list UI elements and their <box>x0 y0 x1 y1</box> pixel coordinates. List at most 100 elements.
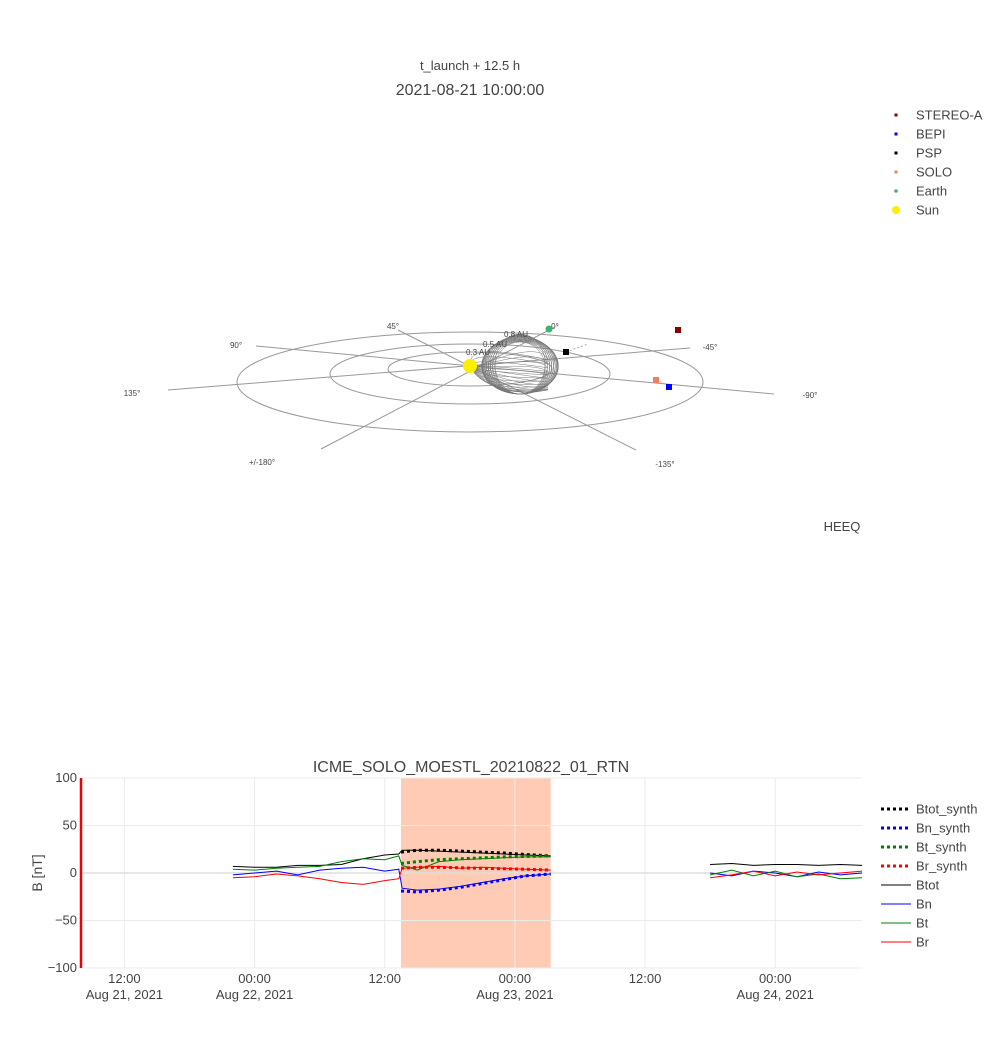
cme-mesh-line <box>471 367 549 376</box>
ring-0.3-au <box>387 351 553 387</box>
cme-mesh-line <box>494 341 546 395</box>
top-legend-label: PSP <box>916 146 942 161</box>
orbit-rings <box>236 331 704 433</box>
top-legend-item[interactable]: SOLO <box>894 165 953 180</box>
chart-legend-label: Bt <box>916 916 929 931</box>
cme-mesh-line <box>492 341 548 395</box>
cme-mesh-line <box>471 356 549 369</box>
x-tick-label: 12:00 <box>368 971 401 986</box>
angle-label-neg90: -90° <box>803 391 818 400</box>
x-tick-date-label: Aug 21, 2021 <box>86 987 163 1002</box>
legend-circle-icon <box>892 206 900 214</box>
chart-legend-item[interactable]: Btot_synth <box>881 802 977 817</box>
legend-square-icon <box>894 113 898 117</box>
cme-mesh-line <box>471 361 549 369</box>
top-title: 2021-08-21 10:00:00 <box>396 82 545 99</box>
y-tick-label: −50 <box>55 913 77 928</box>
chart-legend-item[interactable]: Br_synth <box>881 859 967 874</box>
grid-lines <box>81 777 862 969</box>
y-tick-label: 100 <box>55 770 77 785</box>
x-tick-date-label: Aug 22, 2021 <box>216 987 293 1002</box>
magnetic-field-panel: ICME_SOLO_MOESTL_20210822_01_RTN 100 50 0 −… <box>29 759 977 1002</box>
heeq-3d-panel: t_launch + 12.5 h 2021-08-21 10:00:00 45… <box>124 58 983 534</box>
chart-legend-item[interactable]: Bt_synth <box>881 840 967 855</box>
au-label-0.5: 0.5 AU <box>483 340 507 349</box>
chart-legend-label: Bn_synth <box>916 821 970 836</box>
frame-label: HEEQ <box>824 519 861 534</box>
legend-square-icon <box>894 170 898 174</box>
angle-label-45: 45° <box>387 322 399 331</box>
series-line-br <box>232 865 551 885</box>
top-legend-label: SOLO <box>916 165 952 180</box>
series-line-bn_synth <box>400 872 551 894</box>
top-legend-label: Sun <box>916 203 939 218</box>
series-line-btot_synth <box>400 848 551 858</box>
chart-legend-item[interactable]: Br <box>881 935 930 950</box>
chart-legend-label: Btot <box>916 878 940 893</box>
angle-label-neg45: -45° <box>703 343 718 352</box>
y-tick-label: 50 <box>63 818 77 833</box>
chart-legend-item[interactable]: Bn_synth <box>881 821 970 836</box>
chart-title: ICME_SOLO_MOESTL_20210822_01_RTN <box>313 759 629 776</box>
chart-legend-label: Bt_synth <box>916 840 967 855</box>
x-tick-date-label: Aug 24, 2021 <box>737 987 814 1002</box>
y-tick-label: 0 <box>70 865 77 880</box>
spoke-135 <box>167 347 691 391</box>
cme-mesh-line <box>471 367 549 392</box>
chart-legend-label: Btot_synth <box>916 802 977 817</box>
top-legend-item[interactable]: BEPI <box>894 127 946 142</box>
spoke-180 <box>320 328 552 450</box>
series-line-br_synth <box>400 865 551 872</box>
au-label-0.3: 0.3 AU <box>466 348 490 357</box>
au-label-0.8: 0.8 AU <box>504 330 528 339</box>
y-tick-label: −100 <box>48 960 77 975</box>
top-legend-label: Earth <box>916 184 947 199</box>
chart-legend-item[interactable]: Bt <box>881 916 929 931</box>
series-line-bt <box>232 855 551 871</box>
ring-0.8-au <box>236 331 704 433</box>
earth-marker <box>545 325 553 333</box>
cme-flux-rope <box>470 333 559 395</box>
series-line-bn <box>710 870 863 878</box>
legend-square-icon <box>894 132 898 136</box>
legend-square-icon <box>894 151 898 155</box>
chart-legend-item[interactable]: Btot <box>881 878 940 893</box>
angle-label-90: 90° <box>230 341 242 350</box>
chart-legend-label: Br <box>916 935 930 950</box>
cme-mesh-line <box>471 367 549 393</box>
series-line-bn <box>232 866 551 891</box>
y-tick-labels: 100 50 0 −50 −100 <box>48 770 77 975</box>
stereo-a-marker <box>675 327 681 333</box>
x-tick-label: 00:00 <box>759 971 792 986</box>
series-line-btot <box>710 862 863 866</box>
top-legend: STEREO-A BEPI PSP SOLO Earth Sun <box>892 108 983 218</box>
top-legend-label: STEREO-A <box>916 108 983 123</box>
cme-mesh-line <box>471 365 549 372</box>
cme-mesh-line <box>471 351 549 369</box>
top-legend-item[interactable]: STEREO-A <box>894 108 983 123</box>
series-line-bt_synth <box>400 854 551 865</box>
psp-marker <box>563 349 569 355</box>
sun-marker <box>463 359 477 373</box>
chart-legend-item[interactable]: Bn <box>881 897 932 912</box>
top-legend-item[interactable]: Sun <box>892 203 939 218</box>
solo-marker <box>653 377 659 383</box>
ring-0.5-au <box>329 343 611 405</box>
x-tick-date-label: Aug 23, 2021 <box>476 987 553 1002</box>
series-line-btot <box>232 849 551 868</box>
series-line-br <box>710 870 863 879</box>
top-legend-item[interactable]: PSP <box>894 146 943 161</box>
plot-series <box>232 848 863 894</box>
angle-label-180: +/-180° <box>249 458 275 467</box>
bepi-marker <box>666 384 672 390</box>
top-legend-item[interactable]: Earth <box>894 184 947 199</box>
chart-legend-label: Bn <box>916 897 932 912</box>
cme-mesh-line <box>471 367 549 379</box>
angle-label-135: 135° <box>124 389 141 398</box>
chart-legend-label: Br_synth <box>916 859 967 874</box>
y-axis-label: B [nT] <box>29 854 45 891</box>
top-subtitle: t_launch + 12.5 h <box>420 58 520 73</box>
angle-label-0: 0° <box>551 322 559 331</box>
